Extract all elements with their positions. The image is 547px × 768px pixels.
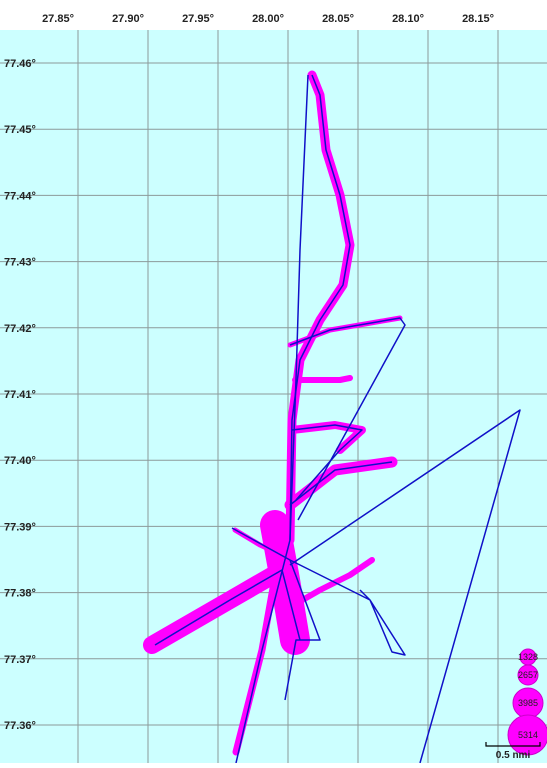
latitude-label: 77.36° [4, 720, 36, 732]
scale-bar: 0.5 nmi [485, 742, 541, 761]
ship-track [289, 317, 406, 521]
latitude-label: 77.37° [4, 654, 36, 666]
legend-bubble [507, 714, 547, 756]
latitude-label: 77.46° [4, 58, 36, 70]
latitude-label: 77.44° [4, 190, 36, 202]
ship-track [291, 424, 363, 501]
latitude-label: 77.45° [4, 124, 36, 136]
longitude-label: 28.10° [392, 13, 424, 25]
latitude-label: 77.43° [4, 257, 36, 269]
ship-track [154, 569, 301, 646]
ship-track [289, 461, 393, 506]
legend-label: 2657 [518, 670, 538, 680]
ship-track [289, 559, 406, 656]
ship-track [289, 74, 351, 541]
density-track [292, 375, 353, 383]
ship-track [289, 409, 521, 764]
longitude-label: 28.00° [252, 13, 284, 25]
longitude-label: 27.85° [42, 13, 74, 25]
latitude-label: 77.40° [4, 455, 36, 467]
latitude-label: 77.42° [4, 323, 36, 335]
latitude-label: 77.41° [4, 389, 36, 401]
scale-label: 0.5 nmi [496, 750, 531, 761]
legend-label: 5314 [518, 730, 538, 740]
legend: 1328 2657 3985 5314 [507, 648, 547, 756]
longitude-label: 27.95° [182, 13, 214, 25]
longitude-label: 27.90° [112, 13, 144, 25]
scale-line [485, 742, 541, 747]
ship-track [231, 527, 321, 701]
latitude-label: 77.39° [4, 521, 36, 533]
legend-label: 3985 [518, 698, 538, 708]
ship-track [235, 74, 309, 764]
longitude-label: 28.15° [462, 13, 494, 25]
sea-background [0, 30, 547, 763]
longitude-label: 28.05° [322, 13, 354, 25]
legend-bubble [517, 664, 539, 686]
graticule: 27.85° 27.90° 27.95° 28.00° 28.05° 28.10° 28.1… [0, 13, 547, 763]
latitude-label: 77.38° [4, 588, 36, 600]
tracks [143, 70, 521, 764]
legend-label: 1328 [518, 652, 538, 662]
